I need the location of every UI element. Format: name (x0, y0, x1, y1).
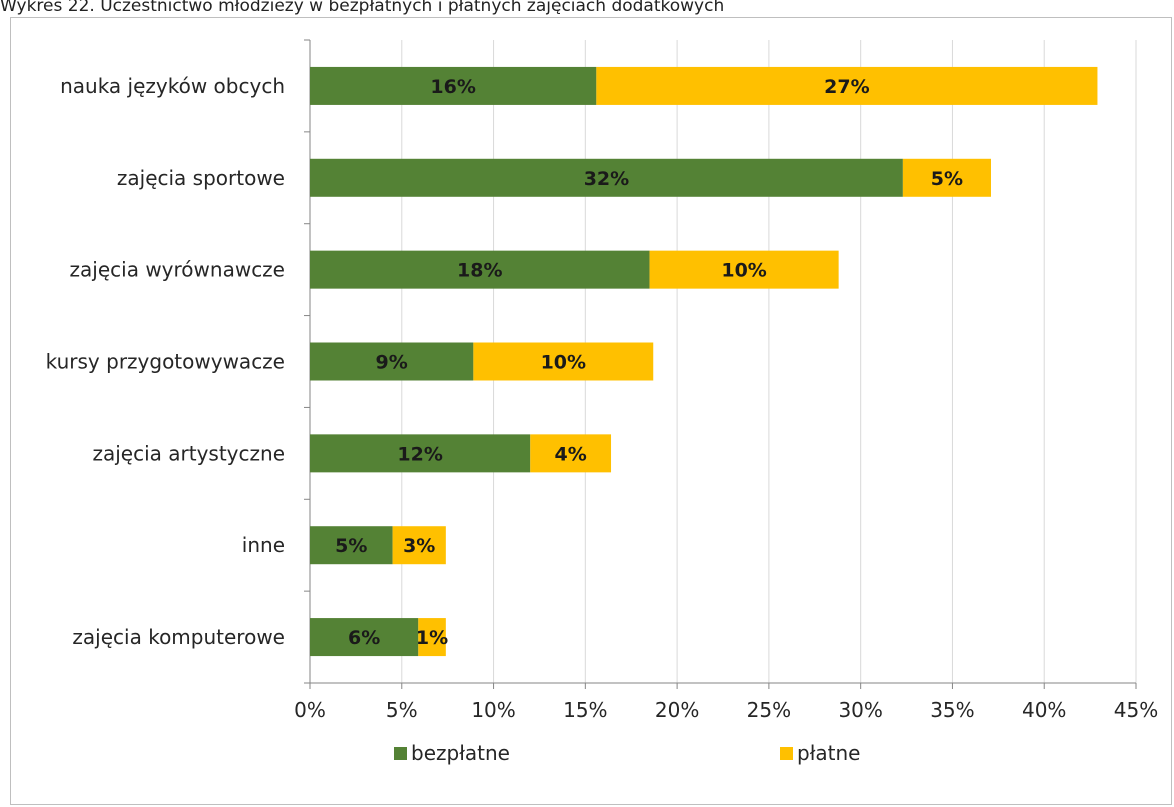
data-label: 10% (721, 260, 766, 282)
bar-free (310, 66, 597, 105)
chart-frame (10, 17, 1172, 805)
x-tick-label: 35% (930, 698, 974, 722)
data-label: 27% (824, 76, 869, 98)
category-label: zajęcia sportowe (117, 166, 285, 190)
bar-paid (473, 342, 654, 381)
x-tick-label: 0% (294, 698, 326, 722)
bar-paid (649, 250, 839, 289)
bar-free (310, 618, 419, 657)
category-label: kursy przygotowywacze (46, 350, 285, 374)
bar-paid (418, 618, 446, 657)
legend-swatch (394, 747, 407, 760)
bar-free (310, 158, 903, 197)
bar-free (310, 250, 650, 289)
bars (310, 66, 1098, 657)
bar-paid (596, 66, 1098, 105)
data-label: 5% (931, 168, 963, 190)
bar-free (310, 434, 531, 473)
bar-paid (392, 526, 446, 565)
category-label: nauka języków obcych (60, 74, 285, 98)
tick-labels: 0% 5% 10% 15% 20% 25% 30% 35% 40% 45% (294, 698, 1158, 722)
data-label: 9% (376, 352, 408, 374)
legend: bezpłatne płatne (394, 741, 860, 765)
legend-label: płatne (797, 741, 860, 765)
category-label: zajęcia komputerowe (72, 625, 285, 649)
data-labels: 16% 27% 32% 5% 18% 10% 9% 10% 12% 4% 5% 3% 6% 1% (335, 76, 963, 649)
category-label: inne (242, 533, 285, 557)
data-label: 3% (403, 535, 435, 557)
data-label: 5% (335, 535, 367, 557)
bar-paid (902, 158, 991, 197)
data-label: 12% (397, 443, 442, 465)
legend-label: bezpłatne (411, 741, 510, 765)
bar-free (310, 526, 393, 565)
data-label: 10% (541, 352, 586, 374)
data-label: 4% (555, 443, 587, 465)
x-tick-label: 20% (655, 698, 699, 722)
category-label: zajęcia artystyczne (92, 441, 285, 465)
x-tick-label: 15% (563, 698, 607, 722)
x-tick-label: 45% (1114, 698, 1158, 722)
category-labels: nauka języków obcych zajęcia sportowe zaję… (46, 74, 285, 649)
x-tick-label: 25% (747, 698, 791, 722)
data-label: 1% (416, 627, 448, 649)
category-label: zajęcia wyrównawcze (70, 258, 285, 282)
x-tick-label: 10% (471, 698, 515, 722)
legend-swatch (780, 747, 793, 760)
data-label: 18% (457, 260, 502, 282)
x-tick-label: 30% (838, 698, 882, 722)
data-label: 6% (348, 627, 380, 649)
x-tick-label: 40% (1022, 698, 1066, 722)
bar-free (310, 342, 474, 381)
chart-caption: Wykres 22. Uczestnictwo młodzieży w bezp… (0, 0, 725, 16)
bar-paid (530, 434, 612, 473)
data-label: 16% (430, 76, 475, 98)
data-label: 32% (584, 168, 629, 190)
x-tick-label: 5% (386, 698, 418, 722)
